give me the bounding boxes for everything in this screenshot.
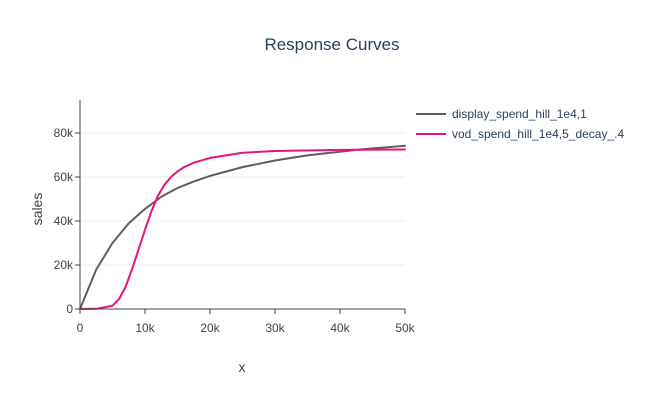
x-axis-title: x [239, 359, 246, 375]
x-tick-label: 10k [135, 321, 155, 335]
series-line-1 [79, 144, 406, 310]
y-tick-label: 60k [54, 170, 74, 184]
legend-label: display_spend_hill_1e4,1 [452, 107, 587, 121]
legend-item-1[interactable]: display_spend_hill_1e4,1 [416, 107, 587, 121]
y-tick-label: 80k [54, 126, 74, 140]
legend-item-2[interactable]: vod_spend_hill_1e4,5_decay_.4 [416, 127, 624, 141]
y-tick-label: 40k [54, 214, 74, 228]
legend-label: vod_spend_hill_1e4,5_decay_.4 [452, 127, 624, 141]
x-tick-label: 40k [330, 321, 350, 335]
x-tick-label: 20k [200, 321, 220, 335]
y-tick-label: 0 [66, 302, 73, 316]
chart-title: Response Curves [264, 35, 399, 54]
grid-layer [80, 132, 405, 266]
ticks-layer: 0 20k 40k 60k 80k 0 10k 20k 30k 40k 50k [54, 126, 416, 335]
lines-layer [79, 144, 406, 310]
x-tick-label: 50k [395, 321, 415, 335]
legend[interactable]: display_spend_hill_1e4,1 vod_spend_hill_1… [416, 107, 624, 141]
x-tick-label: 0 [77, 321, 84, 335]
x-tick-label: 30k [265, 321, 285, 335]
y-tick-label: 20k [54, 258, 74, 272]
y-axis-title: sales [29, 193, 45, 226]
axes-layer [79, 100, 405, 310]
series-line-2 [79, 148, 406, 310]
